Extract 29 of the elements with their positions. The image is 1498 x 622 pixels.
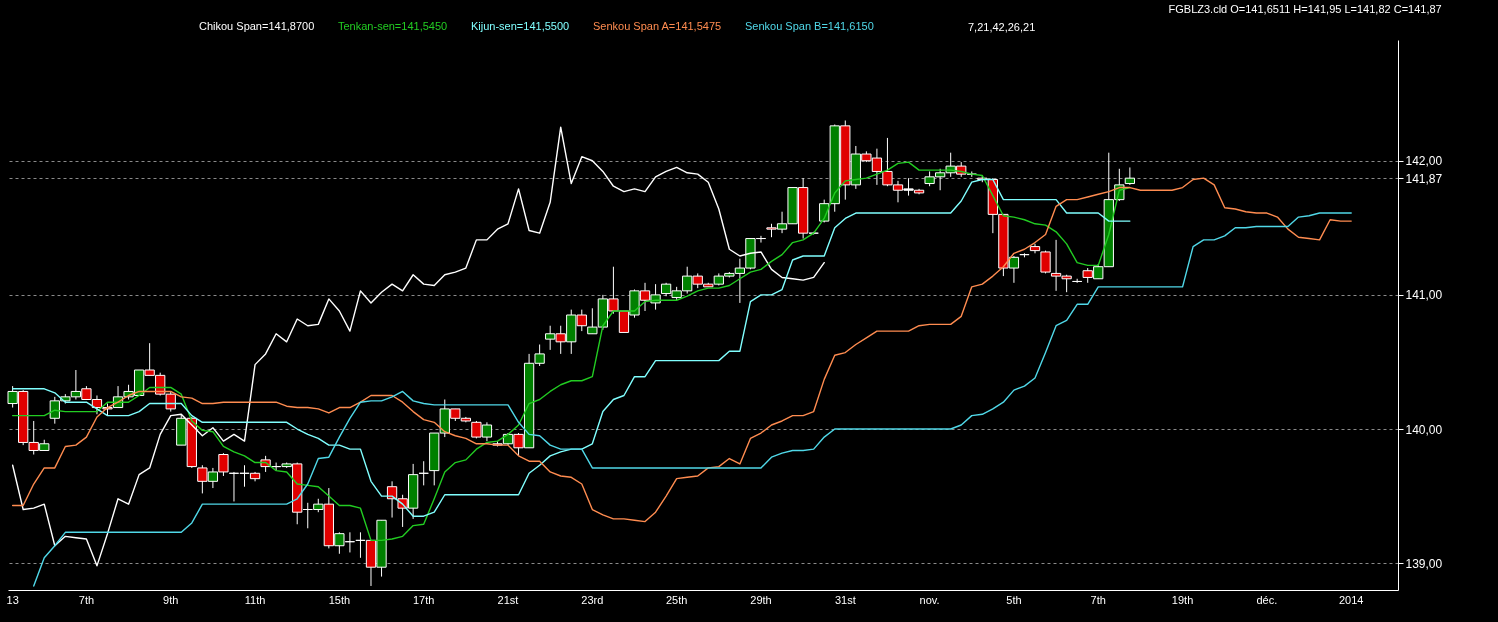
text: Tenkan-sen=141,5450 [338,19,448,32]
text: 7,21,42,26,21 [968,21,1036,33]
x-tick-label: 31st [834,593,856,606]
x-tick-label: 13 [6,593,19,606]
x-tick-label: 29th [750,593,772,606]
x-tick-label: 15th [328,593,351,606]
text: Senkou Span B=141,6150 [745,19,874,32]
y-tick-label: 141,00 [1405,288,1443,303]
y-tick-label: 142,00 [1405,154,1443,169]
x-tick-label: 7th [1090,593,1106,606]
x-tick-label: 23rd [581,593,604,606]
x-tick-label: déc. [1256,593,1278,606]
x-tick-label: 25th [665,593,688,606]
x-tick-label: 7th [78,593,95,606]
x-tick-label: 19th [1171,593,1194,606]
y-tick-label: 140,00 [1405,422,1443,437]
text: Chikou Span=141,8700 [199,19,315,32]
x-tick-label: 17th [412,593,435,606]
text: Senkou Span A=141,5475 [593,19,722,32]
x-tick-label: 2014 [1338,593,1364,606]
x-tick-label: 21st [497,593,519,606]
x-tick-label: 11th [244,593,266,606]
x-tick-label: 9th [163,593,179,606]
y-tick-label: 139,00 [1405,556,1443,571]
chart-title: FGBLZ3.cld O=141,6511 H=141,95 L=141,82 C=141,87 [1168,3,1442,15]
y-tick-label: 141,87 [1405,171,1443,186]
x-tick-label: nov. [919,593,940,606]
text: Kijun-sen=141,5500 [471,19,570,32]
x-tick-label: 5th [1006,593,1022,606]
